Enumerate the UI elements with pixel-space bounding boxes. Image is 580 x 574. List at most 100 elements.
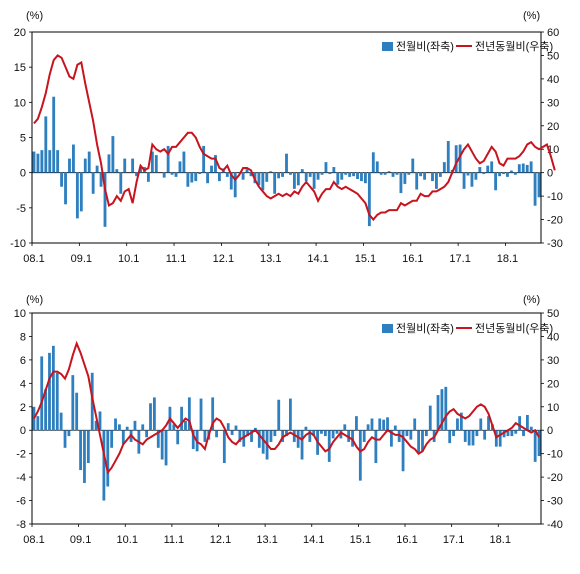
right-axis-tick-label: 0 [547, 168, 553, 180]
bar-mark [281, 430, 285, 442]
bar-mark [164, 430, 168, 466]
bar-mark [40, 356, 44, 431]
left-axis-tick-label: 5 [20, 133, 26, 145]
right-axis-tick-label: -20 [547, 472, 563, 484]
bar-mark [486, 165, 490, 173]
left-axis-unit: (%) [26, 294, 43, 306]
bar-mark [36, 416, 40, 431]
bar-mark [462, 172, 466, 189]
x-axis-tick-label: 11.1 [164, 534, 185, 546]
bar-mark [487, 416, 490, 431]
bar-mark [393, 425, 397, 431]
bar-mark [44, 389, 47, 431]
right-axis-tick-label: -40 [547, 519, 563, 531]
bar-mark [150, 151, 154, 173]
right-axis-tick-label: -10 [547, 449, 563, 461]
legend-bar-swatch [382, 42, 393, 51]
bar-mark [456, 418, 459, 431]
bar-mark [106, 430, 110, 487]
bar-mark [395, 172, 399, 175]
bar-mark [83, 430, 86, 483]
x-axis-tick-label: 12.1 [213, 253, 234, 265]
right-axis-tick-label: 50 [547, 308, 559, 320]
bar-mark [149, 403, 152, 431]
bar-mark [162, 172, 166, 178]
bar-mark [206, 172, 210, 184]
x-axis-tick-label: 11.1 [166, 253, 187, 265]
bar-mark [344, 172, 348, 175]
bar-series [32, 345, 541, 501]
bar-mark [257, 430, 261, 448]
right-axis-tick-label: -30 [547, 238, 563, 250]
bar-mark [261, 430, 265, 454]
line-series-path [33, 340, 540, 475]
bar-mark [156, 430, 160, 448]
bar-mark [249, 172, 253, 177]
bar-mark [502, 430, 506, 438]
right-axis-tick-label: -30 [547, 496, 563, 508]
bar-mark [428, 405, 432, 431]
right-axis-tick-label: 40 [547, 331, 559, 343]
bar-mark [234, 425, 238, 431]
bar-mark [261, 172, 265, 191]
bar-mark [526, 414, 529, 431]
x-axis-tick-label: 17.1 [449, 253, 470, 265]
bar-mark [438, 172, 442, 177]
bar-mark [300, 169, 304, 173]
line-series-path [33, 54, 556, 222]
bar-mark [533, 172, 537, 206]
left-axis-unit: (%) [26, 10, 43, 22]
legend-line-label: 전년동월비(우축) [475, 40, 553, 53]
bar-mark [332, 167, 336, 173]
bar-mark [331, 430, 335, 439]
bar-mark [79, 430, 82, 471]
bar-mark [277, 172, 281, 179]
bar-mark [362, 430, 366, 442]
bar-mark [246, 430, 250, 437]
bar-mark [471, 430, 475, 446]
bar-mark [176, 430, 180, 445]
bar-mark [119, 172, 123, 194]
bar-mark [482, 172, 486, 175]
bar-mark [446, 141, 450, 173]
bar-mark [222, 430, 226, 464]
bar-mark [190, 172, 194, 183]
bar-mark [424, 430, 428, 437]
bar-mark [470, 172, 474, 187]
bar-mark [141, 424, 145, 431]
bar-mark [296, 172, 300, 186]
bar-mark [186, 172, 190, 187]
bar-mark [320, 430, 323, 434]
bar-mark [296, 430, 300, 448]
bar-mark [533, 430, 537, 462]
x-axis-tick-label: 14.1 [307, 253, 328, 265]
bar-mark [431, 172, 434, 182]
bar-mark [409, 430, 413, 440]
bar-mark [391, 172, 395, 177]
left-axis-tick-label: 10 [14, 308, 26, 320]
bar-mark [440, 389, 444, 431]
bar-mark [225, 172, 229, 177]
bar-mark [281, 172, 284, 177]
bar-mark [352, 172, 355, 177]
bar-mark [102, 430, 106, 501]
bar-mark [336, 172, 340, 185]
bar-mark [273, 430, 277, 437]
bar-mark [60, 172, 64, 187]
bar-mark [399, 172, 403, 194]
bar-mark [166, 145, 170, 173]
x-axis-tick-label: 18.1 [497, 253, 518, 265]
bar-mark [146, 172, 150, 182]
bar-mark [375, 161, 379, 173]
bar-mark [435, 172, 438, 189]
bar-mark [518, 416, 522, 431]
bar-mark [374, 430, 378, 464]
bar-mark [91, 172, 95, 194]
bar-mark [417, 430, 421, 454]
plot-frame [31, 312, 542, 525]
bar-mark [59, 412, 63, 431]
bar-mark [529, 426, 533, 431]
bar-mark [121, 430, 125, 445]
left-axis-tick-label: -5 [16, 203, 26, 215]
